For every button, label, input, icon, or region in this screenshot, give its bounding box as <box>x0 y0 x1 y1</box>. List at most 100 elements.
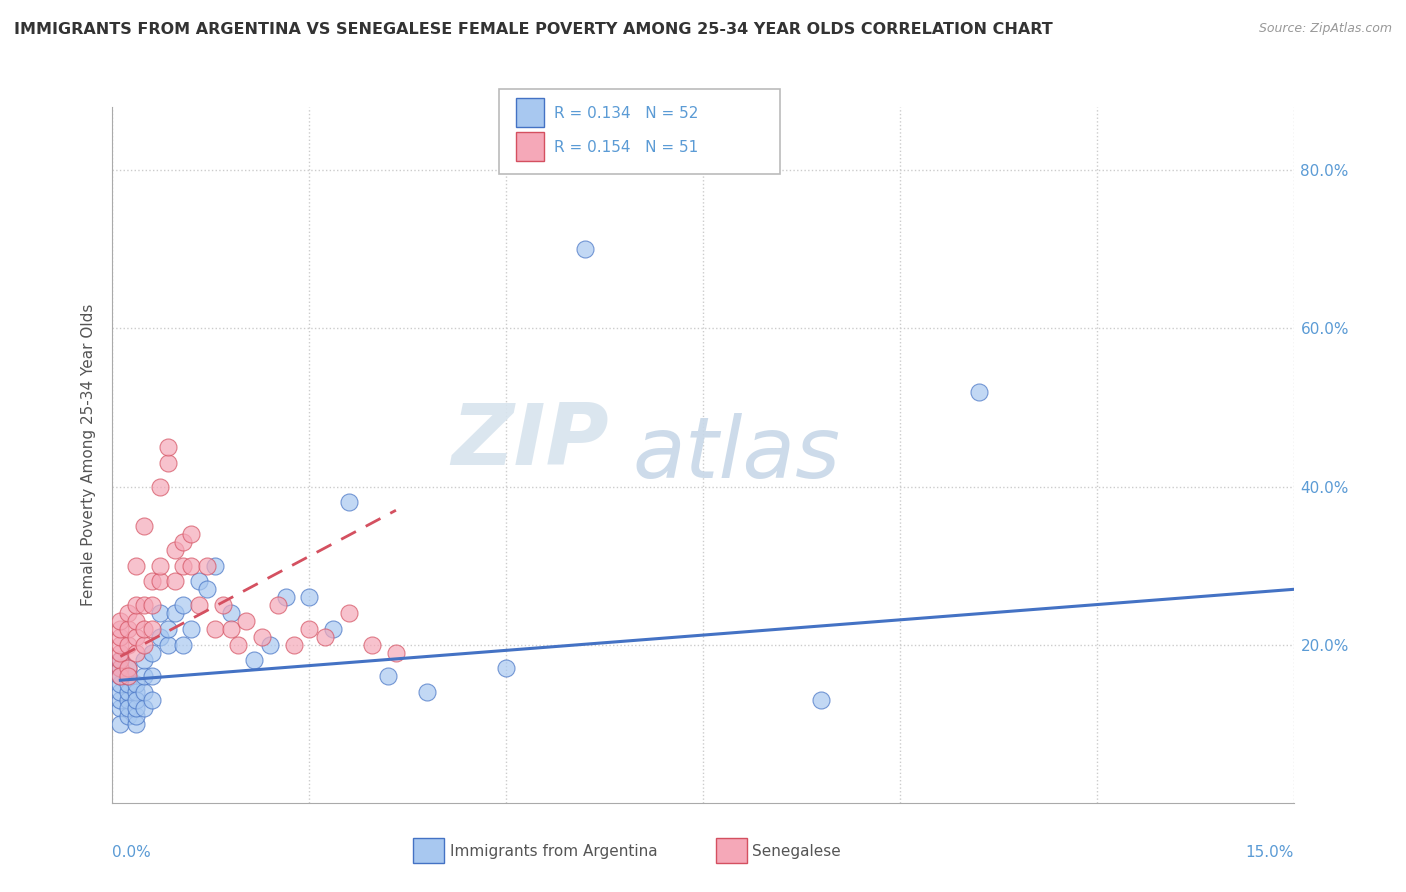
Point <box>188 598 211 612</box>
Point <box>337 606 360 620</box>
Point <box>204 622 226 636</box>
Point <box>574 243 596 257</box>
Point <box>125 685 148 699</box>
Point <box>283 638 305 652</box>
Text: Immigrants from Argentina: Immigrants from Argentina <box>450 845 658 859</box>
Point <box>149 630 172 644</box>
Point <box>141 693 163 707</box>
Point <box>117 685 139 699</box>
Point <box>125 708 148 723</box>
Point <box>195 558 218 573</box>
Point <box>337 495 360 509</box>
Point <box>141 669 163 683</box>
Point <box>110 669 132 683</box>
Point <box>172 638 194 652</box>
Point <box>132 685 155 699</box>
Point <box>125 598 148 612</box>
Point <box>141 622 163 636</box>
Point <box>219 606 242 620</box>
Point <box>385 646 408 660</box>
Point <box>110 622 132 636</box>
Point <box>156 622 179 636</box>
Point <box>195 582 218 597</box>
Point <box>172 558 194 573</box>
Point <box>298 591 321 605</box>
Point <box>219 622 242 636</box>
Point <box>250 630 273 644</box>
Point <box>141 574 163 589</box>
Point <box>110 716 132 731</box>
Text: Senegalese: Senegalese <box>752 845 841 859</box>
Point <box>180 527 202 541</box>
Text: Source: ZipAtlas.com: Source: ZipAtlas.com <box>1258 22 1392 36</box>
Point <box>117 669 139 683</box>
Point <box>322 622 344 636</box>
Point <box>243 653 266 667</box>
Point <box>132 622 155 636</box>
Point <box>110 661 132 675</box>
Point <box>967 384 990 399</box>
Point <box>267 598 290 612</box>
Point <box>117 677 139 691</box>
Point <box>132 598 155 612</box>
Point <box>110 653 132 667</box>
Point <box>377 669 399 683</box>
Point <box>204 558 226 573</box>
Point <box>110 653 132 667</box>
Text: R = 0.134   N = 52: R = 0.134 N = 52 <box>554 106 699 120</box>
Text: 15.0%: 15.0% <box>1246 845 1294 860</box>
Point <box>132 519 155 533</box>
Text: ZIP: ZIP <box>451 400 609 483</box>
Point <box>117 701 139 715</box>
Point <box>211 598 233 612</box>
Point <box>125 677 148 691</box>
Text: atlas: atlas <box>633 413 841 497</box>
Point <box>117 638 139 652</box>
Point <box>117 693 139 707</box>
Point <box>110 646 132 660</box>
Point <box>125 646 148 660</box>
Point <box>141 598 163 612</box>
Point <box>165 606 187 620</box>
Point <box>274 591 297 605</box>
Point <box>132 638 155 652</box>
Point <box>110 630 132 644</box>
Point <box>810 693 832 707</box>
Point <box>149 574 172 589</box>
Point <box>156 440 179 454</box>
Point <box>110 693 132 707</box>
Point <box>495 661 517 675</box>
Point <box>165 542 187 557</box>
Y-axis label: Female Poverty Among 25-34 Year Olds: Female Poverty Among 25-34 Year Olds <box>80 304 96 606</box>
Point <box>314 630 336 644</box>
Point <box>110 661 132 675</box>
Point <box>156 638 179 652</box>
Point <box>149 558 172 573</box>
Point <box>125 630 148 644</box>
Point <box>149 606 172 620</box>
Point <box>117 669 139 683</box>
Point <box>117 661 139 675</box>
Point <box>110 614 132 628</box>
Point <box>416 685 439 699</box>
Point <box>141 646 163 660</box>
Point <box>361 638 384 652</box>
Point <box>110 685 132 699</box>
Point <box>125 693 148 707</box>
Point <box>235 614 257 628</box>
Point <box>132 701 155 715</box>
Point <box>228 638 250 652</box>
Point <box>117 606 139 620</box>
Point <box>117 661 139 675</box>
Point <box>125 701 148 715</box>
Point <box>110 638 132 652</box>
Text: R = 0.154   N = 51: R = 0.154 N = 51 <box>554 140 699 154</box>
Point <box>156 456 179 470</box>
Point <box>188 574 211 589</box>
Text: IMMIGRANTS FROM ARGENTINA VS SENEGALESE FEMALE POVERTY AMONG 25-34 YEAR OLDS COR: IMMIGRANTS FROM ARGENTINA VS SENEGALESE … <box>14 22 1053 37</box>
Point <box>298 622 321 636</box>
Point <box>172 598 194 612</box>
Point <box>259 638 281 652</box>
Point <box>180 622 202 636</box>
Point <box>165 574 187 589</box>
